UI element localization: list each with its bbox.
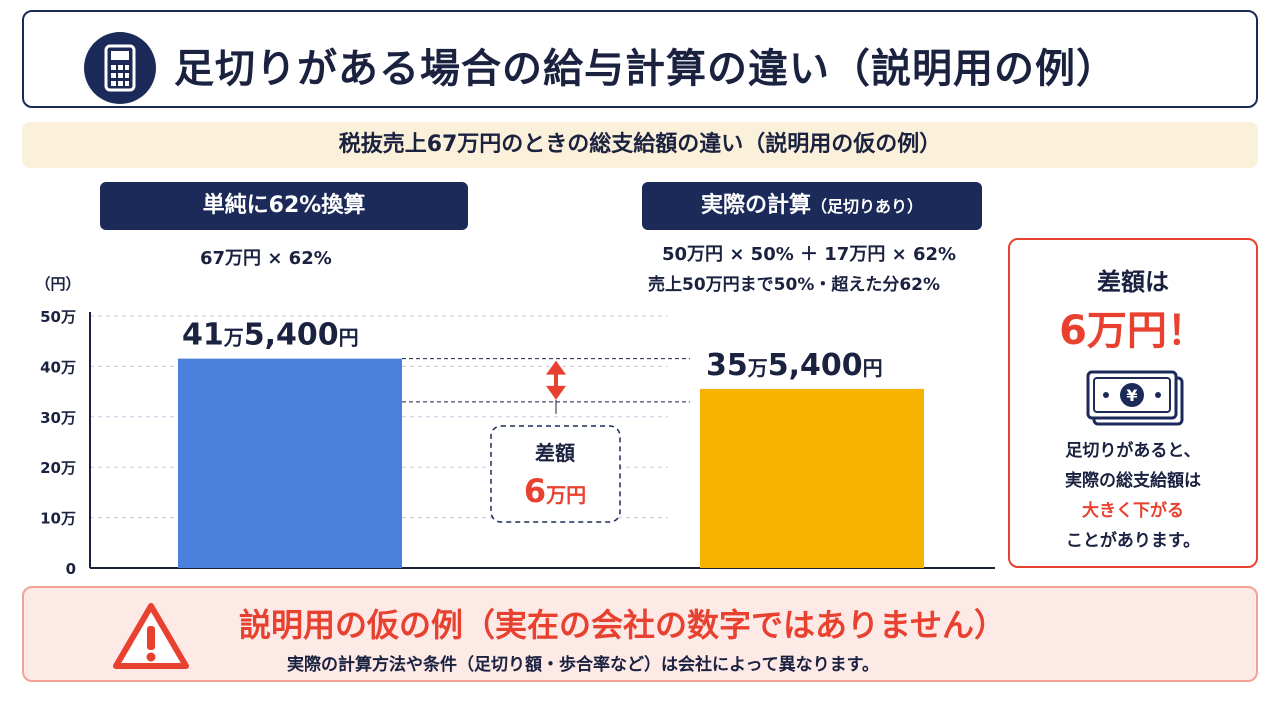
money-bill-yen-icon: ¥	[1080, 368, 1190, 432]
left-formula: 67万円 × 62%	[200, 248, 332, 269]
right-panel-label-sub: （足切りあり）	[811, 197, 924, 216]
title-box: 足切りがある場合の給与計算の違い（説明用の例）	[22, 10, 1258, 108]
difference-card-line: 実際の総支給額は	[1065, 471, 1201, 491]
bar-value-label: 35万5,400円	[706, 348, 883, 383]
disclaimer-box: 説明用の仮の例（実在の会社の数字ではありません） 実際の計算方法や条件（足切り額…	[22, 586, 1258, 682]
difference-card-amount: 6万円！	[1059, 308, 1207, 354]
bar	[700, 388, 924, 568]
left-panel-label: 単純に62%換算	[100, 182, 468, 230]
y-tick-label: 40万	[40, 358, 76, 376]
difference-arrow-head-up	[546, 360, 566, 375]
right-formula-note: 売上50万円まで50%・超えた分62%	[648, 275, 941, 295]
y-tick-label: 20万	[40, 459, 76, 477]
y-tick-label: 50万	[40, 308, 76, 326]
y-tick-label: 30万	[40, 409, 76, 427]
difference-card-line: ことがあります。	[1065, 531, 1201, 551]
y-axis-label: （円）	[35, 275, 80, 293]
difference-card-body: 足切りがあると、 実際の総支給額は 大きく下がる ことがあります。	[1010, 436, 1256, 556]
bar	[178, 358, 402, 568]
disclaimer-subtitle: 実際の計算方法や条件（足切り額・歩合率など）は会社によって異なります。	[287, 655, 879, 675]
right-panel-label: 実際の計算（足切りあり）	[642, 182, 982, 230]
disclaimer-title: 説明用の仮の例（実在の会社の数字ではありません）	[239, 606, 1007, 644]
difference-card-heading: 差額は	[1097, 268, 1169, 296]
right-formula: 50万円 × 50% ＋ 17万円 × 62%	[662, 244, 957, 265]
y-tick-label: 10万	[40, 510, 76, 528]
difference-arrow-head-down	[546, 385, 566, 400]
chart-subtitle: 税抜売上67万円のときの総支給額の違い（説明用の仮の例）	[22, 122, 1258, 168]
calculator-icon	[84, 32, 156, 104]
page-title: 足切りがある場合の給与計算の違い（説明用の例）	[174, 46, 1117, 92]
difference-card-line-emphasis: 大きく下がる	[1082, 501, 1184, 521]
right-panel-label-main: 実際の計算	[700, 193, 811, 218]
bar-value-label: 41万5,400円	[182, 318, 359, 353]
warning-triangle-icon	[110, 600, 192, 672]
y-tick-label: 0	[66, 560, 76, 578]
difference-callout	[490, 425, 621, 523]
difference-callout-value: 6万円	[524, 472, 586, 510]
difference-callout-label: 差額	[535, 441, 575, 465]
difference-card-line: 足切りがあると、	[1065, 441, 1201, 461]
svg-text:¥: ¥	[1126, 386, 1137, 405]
difference-card: 差額は 6万円！ ¥ 足切りがあると、 実際の総支給額は 大きく下がる ことがあ…	[1008, 238, 1258, 568]
